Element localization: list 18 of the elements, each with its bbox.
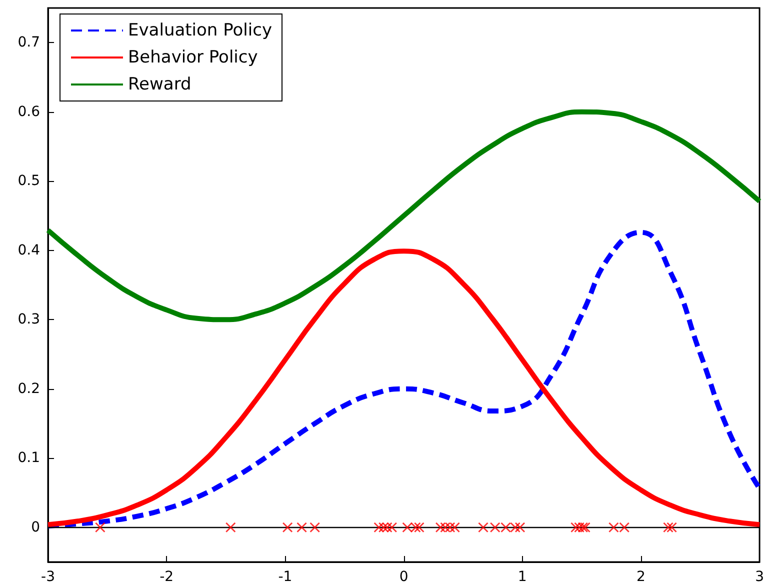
x-tick-label: 3 bbox=[755, 569, 764, 584]
legend-label: Evaluation Policy bbox=[128, 20, 272, 40]
y-tick-label: 0.6 bbox=[18, 104, 40, 120]
x-tick-label: 2 bbox=[636, 569, 646, 584]
y-tick-label: 0.1 bbox=[18, 450, 40, 466]
y-tick-label: 0.7 bbox=[18, 34, 40, 51]
y-tick-label: 0.3 bbox=[18, 312, 40, 328]
legend-label: Behavior Policy bbox=[128, 48, 258, 68]
y-tick-label: 0.2 bbox=[18, 380, 40, 397]
y-tick-label: 0.5 bbox=[18, 173, 40, 190]
x-tick-label: -2 bbox=[160, 569, 174, 584]
x-tick-label: 1 bbox=[518, 569, 527, 584]
y-tick-label: 0.4 bbox=[18, 242, 40, 258]
legend-label: Reward bbox=[128, 74, 192, 94]
x-tick-label: 0 bbox=[399, 569, 408, 584]
x-tick-label: -3 bbox=[41, 569, 55, 584]
y-tick-label: 0 bbox=[31, 519, 40, 536]
x-tick-label: -1 bbox=[278, 569, 292, 584]
